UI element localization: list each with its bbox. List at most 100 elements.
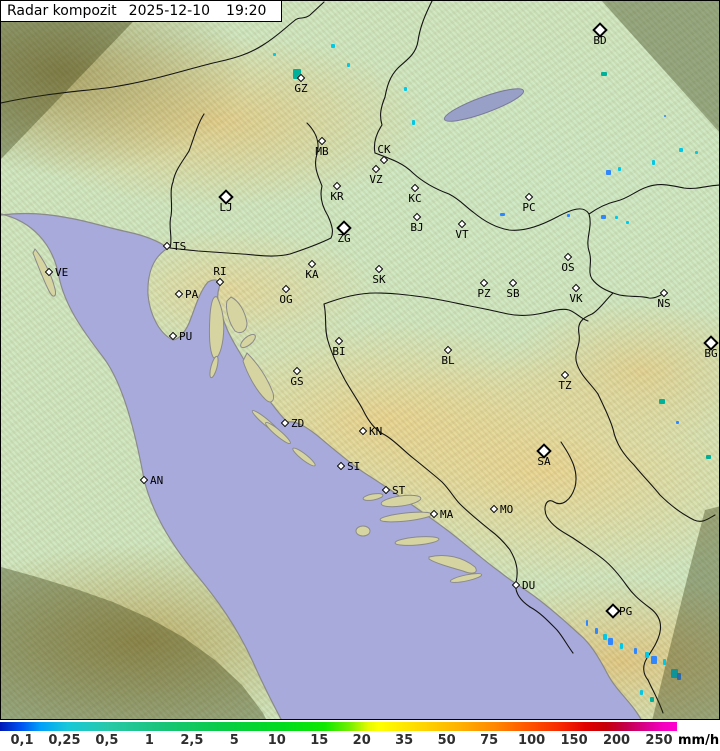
radar-echo [567,214,570,217]
radar-echo [659,399,665,404]
city-label: BI [332,345,346,358]
radar-echo [404,87,407,91]
radar-echo [634,648,637,654]
radar-echo [679,148,683,152]
radar-echo [645,652,649,658]
city-label: ZG [337,232,351,245]
city-label: ST [392,484,406,497]
legend-tick-label: 150 [560,733,588,748]
legend-tick-label: 100 [518,733,546,748]
legend-tick-row: 0,1 0,25 0,5 1 2,5 5 10 15 20 35 50 75 100 150 200 250 [0,733,677,749]
map-vector-layer [1,1,719,719]
lake-balaton [443,88,525,122]
radar-echo [695,151,698,154]
city-label: RI [213,265,227,278]
city-label: VE [55,266,69,279]
legend-tick-label: 250 [645,733,673,748]
radar-echo [664,115,666,117]
city-label: MB [315,145,329,158]
city-label: TS [173,240,187,253]
radar-echo [651,656,657,664]
radar-echo [608,638,613,645]
city-label: LJ [219,201,233,214]
legend-tick-label: 75 [480,733,499,748]
city-label: SI [347,460,361,473]
city-label: CK [377,143,391,156]
country-borders [1,1,719,714]
map-title: Radar kompozit [7,3,117,19]
radar-echo [677,673,681,680]
map-date: 2025-12-10 [128,3,211,19]
city-label: VK [569,292,583,305]
radar-echo [273,53,276,56]
radar-echo [603,634,607,640]
city-label: MA [440,508,454,521]
legend-tick-label: 20 [352,733,371,748]
city-label: KR [330,190,344,203]
city-label: PG [619,605,633,618]
legend-unit: mm/h [678,733,720,748]
legend-tick-label: 50 [437,733,456,748]
radar-echo [601,72,607,76]
city-label: PZ [477,287,491,300]
radar-echo [500,213,505,216]
radar-echo [706,455,711,459]
city-label: SB [506,287,520,300]
city-label: AN [150,474,164,487]
map-time: 19:20 [226,3,267,19]
radar-map: BD GZ MB CK VZ KR LJ KC BJ ZG VT PC TS RI OS VE KA SK PZ SB… [0,0,720,720]
radar-echo [626,221,629,224]
city-label: NS [657,297,671,310]
city-label: GZ [294,82,308,95]
city-label: VT [455,228,469,241]
radar-echo [620,643,623,649]
legend-tick-label: 1 [144,733,154,748]
city-label: BG [704,347,718,360]
radar-echo [640,690,643,695]
city-label: OS [561,261,575,274]
intensity-colorbar [0,722,677,731]
radar-echo [412,120,415,125]
venice-lagoon-bar [32,248,56,297]
dalmatian-islands [208,296,483,583]
city-label: VZ [369,173,383,186]
radar-echo [606,170,611,175]
radar-echo [652,160,655,165]
radar-echo [676,421,679,424]
titlebar: Radar kompozit 2025-12-10 19:20 [1,1,282,22]
radar-echo [347,63,350,67]
city-label: OG [279,293,293,306]
adriatic-sea [1,212,642,719]
city-label: KN [369,425,383,438]
legend-tick-label: 10 [267,733,286,748]
radar-echo [293,69,301,79]
radar-echo [331,44,335,48]
legend-tick-label: 0,25 [48,733,81,748]
legend-footer: 0,1 0,25 0,5 1 2,5 5 10 15 20 35 50 75 100 150 200 250 … [0,720,720,751]
city-label: SA [537,455,551,468]
legend-tick-label: 5 [229,733,239,748]
legend-tick-label: 15 [310,733,329,748]
legend-tick-label: 200 [602,733,631,748]
city-label: BL [441,354,455,367]
city-label: DU [522,579,536,592]
legend-tick-label: 35 [395,733,414,748]
radar-echo [671,669,678,678]
city-label: BD [593,34,607,47]
radar-echo [650,697,654,702]
legend-tick-label: 2,5 [180,733,204,748]
city-label: PC [522,201,536,214]
city-label: TZ [558,379,572,392]
radar-echo [586,620,588,626]
city-label: GS [290,375,304,388]
radar-echo [601,215,606,219]
city-label: PA [185,288,199,301]
city-label: BJ [410,221,424,234]
radar-echo [595,628,598,634]
city-label: KA [305,268,319,281]
radar-echo [615,216,618,219]
city-label: MO [500,503,514,516]
radar-echo [663,659,666,665]
city-label: KC [408,192,422,205]
